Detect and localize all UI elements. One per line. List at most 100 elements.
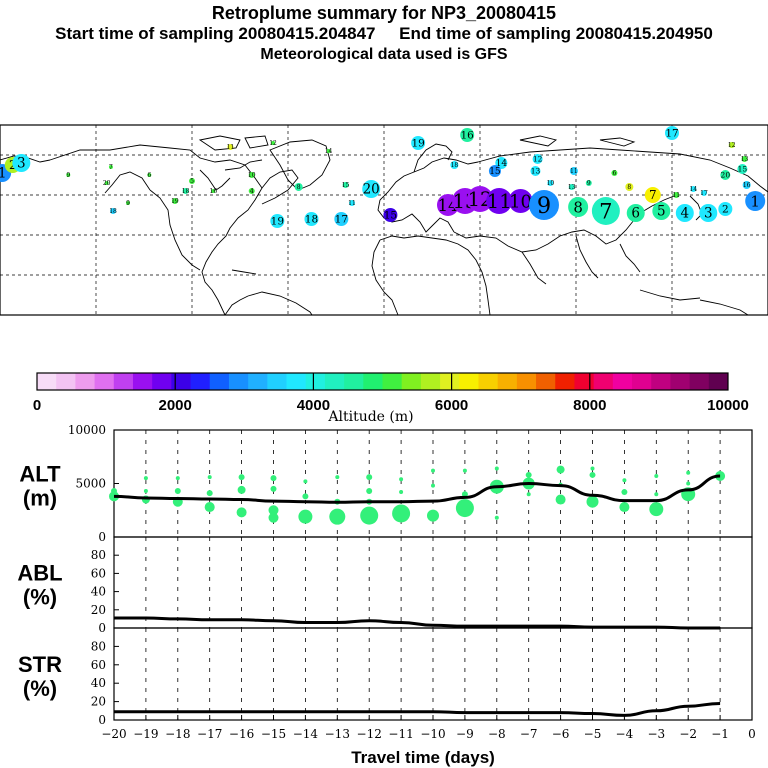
x-tick-label: −15 bbox=[261, 727, 286, 741]
trajectory-dot bbox=[211, 189, 216, 193]
colorbar-cell bbox=[593, 373, 614, 390]
x-tick-label: −3 bbox=[647, 727, 665, 741]
trajectory-marker: 20 bbox=[720, 170, 731, 180]
altitude-point bbox=[431, 468, 435, 473]
colorbar-tick-label: 8000 bbox=[573, 397, 606, 414]
trajectory-marker: 10 bbox=[508, 189, 533, 213]
y-tick-label: 0 bbox=[98, 621, 106, 635]
x-tick-label: −9 bbox=[456, 727, 474, 741]
met-data-line: Meteorological data used is GFS bbox=[260, 46, 508, 63]
trajectory-dot bbox=[147, 173, 152, 177]
altitude-point bbox=[366, 474, 373, 481]
trajectory-dot bbox=[467, 186, 493, 212]
trajectory-dot bbox=[189, 178, 195, 184]
trajectory-marker: 9 bbox=[585, 180, 592, 187]
trajectory-marker: 8 bbox=[294, 183, 303, 191]
trajectory-day-label: 1 bbox=[0, 166, 6, 182]
trajectory-marker: 13 bbox=[741, 156, 749, 163]
colorbar-cell bbox=[152, 373, 172, 390]
colorbar-cell bbox=[305, 373, 326, 390]
trajectory-marker: 14 bbox=[690, 186, 697, 193]
x-tick-label: −10 bbox=[420, 727, 445, 741]
altitude-point bbox=[431, 483, 435, 488]
trajectory-marker: 17 bbox=[700, 190, 708, 197]
trajectory-day-label: 12 bbox=[728, 142, 736, 149]
x-tick-label: −7 bbox=[520, 727, 538, 741]
trajectory-day-label: 11 bbox=[570, 168, 578, 175]
colorbar-cell bbox=[478, 373, 499, 390]
trajectory-day-label: 7 bbox=[649, 188, 657, 202]
trajectory-dot bbox=[110, 208, 117, 214]
altitude-point bbox=[143, 476, 148, 481]
trajectory-marker: 8 bbox=[625, 183, 634, 191]
x-tick-label: −4 bbox=[616, 727, 634, 741]
y-tick-label: 40 bbox=[91, 585, 106, 599]
altitude-point bbox=[237, 485, 246, 494]
trajectory-day-label: 16 bbox=[461, 130, 475, 142]
colorbar-cell bbox=[75, 373, 96, 390]
y-tick-label: 60 bbox=[91, 658, 106, 672]
y-tick-label: 10000 bbox=[68, 423, 106, 437]
trajectory-marker: 19 bbox=[171, 198, 179, 205]
trajectory-dot bbox=[248, 172, 255, 178]
trajectory-day-label: 11 bbox=[672, 192, 680, 199]
x-tick-label: −6 bbox=[552, 727, 570, 741]
trajectory-dot bbox=[728, 142, 735, 148]
x-tick-label: −12 bbox=[357, 727, 382, 741]
trajectory-dot bbox=[508, 189, 533, 213]
y-tick-label: 80 bbox=[91, 548, 106, 562]
altitude-point bbox=[590, 466, 595, 471]
trajectory-dot bbox=[334, 212, 349, 226]
altitude-point bbox=[686, 481, 691, 486]
trajectory-marker: 5 bbox=[189, 178, 195, 185]
trajectory-marker: 7 bbox=[108, 164, 113, 171]
colorbar-cell bbox=[132, 373, 153, 390]
altitude-point bbox=[619, 502, 630, 513]
altitude-median-line bbox=[113, 474, 721, 504]
colorbar-cell bbox=[459, 373, 479, 390]
panel-ylabel-unit: (%) bbox=[23, 676, 57, 701]
trajectory-marker: 7 bbox=[591, 197, 620, 225]
trajectory-day-label: 8 bbox=[627, 184, 631, 191]
altitude-point bbox=[111, 487, 117, 494]
colorbar-label: Altitude (m) bbox=[327, 409, 413, 425]
trajectory-dot bbox=[460, 128, 475, 142]
trajectory-dot bbox=[450, 161, 459, 169]
trajectory-dot bbox=[66, 173, 71, 177]
trajectory-dot bbox=[745, 191, 766, 211]
x-tick-label: −5 bbox=[584, 727, 602, 741]
trajectory-marker: 3 bbox=[12, 154, 31, 172]
trajectory-marker: 17 bbox=[665, 126, 679, 140]
x-tick-label: −18 bbox=[165, 727, 190, 741]
trajectory-day-label: 19 bbox=[411, 138, 424, 150]
trajectory-marker: 19 bbox=[270, 214, 285, 228]
altitude-point bbox=[686, 470, 691, 475]
colorbar-cell bbox=[324, 373, 345, 390]
trajectory-dot bbox=[12, 154, 31, 172]
altitude-point bbox=[329, 508, 346, 525]
trajectory-dot bbox=[108, 165, 113, 169]
trajectory-marker: 11 bbox=[486, 188, 513, 214]
trajectory-marker: 3 bbox=[699, 204, 718, 222]
x-tick-label: −14 bbox=[293, 727, 319, 741]
x-tick-label: −20 bbox=[101, 727, 126, 741]
trajectory-marker: 15 bbox=[737, 164, 748, 174]
trajectory-marker: 1 bbox=[745, 191, 766, 211]
altitude-point bbox=[462, 468, 467, 473]
trajectory-marker: 13 bbox=[530, 166, 541, 176]
x-tick-label: −19 bbox=[133, 727, 158, 741]
panel-ylabel-unit: (m) bbox=[23, 486, 57, 511]
trajectory-day-label: 18 bbox=[451, 162, 459, 169]
trajectory-marker: 14 bbox=[325, 148, 333, 155]
altitude-point bbox=[525, 471, 532, 478]
y-tick-label: 40 bbox=[91, 676, 106, 690]
trajectory-dot bbox=[271, 141, 276, 145]
y-tick-label: 20 bbox=[91, 603, 106, 617]
trajectory-marker: 6 bbox=[626, 204, 645, 222]
trajectory-day-label: 11 bbox=[227, 144, 235, 151]
colorbar-tick-label: 0 bbox=[33, 397, 41, 414]
altitude-point bbox=[204, 502, 215, 513]
colorbar-cell bbox=[94, 373, 115, 390]
colorbar-cell bbox=[382, 373, 403, 390]
trajectory-marker: 20 bbox=[103, 180, 111, 187]
